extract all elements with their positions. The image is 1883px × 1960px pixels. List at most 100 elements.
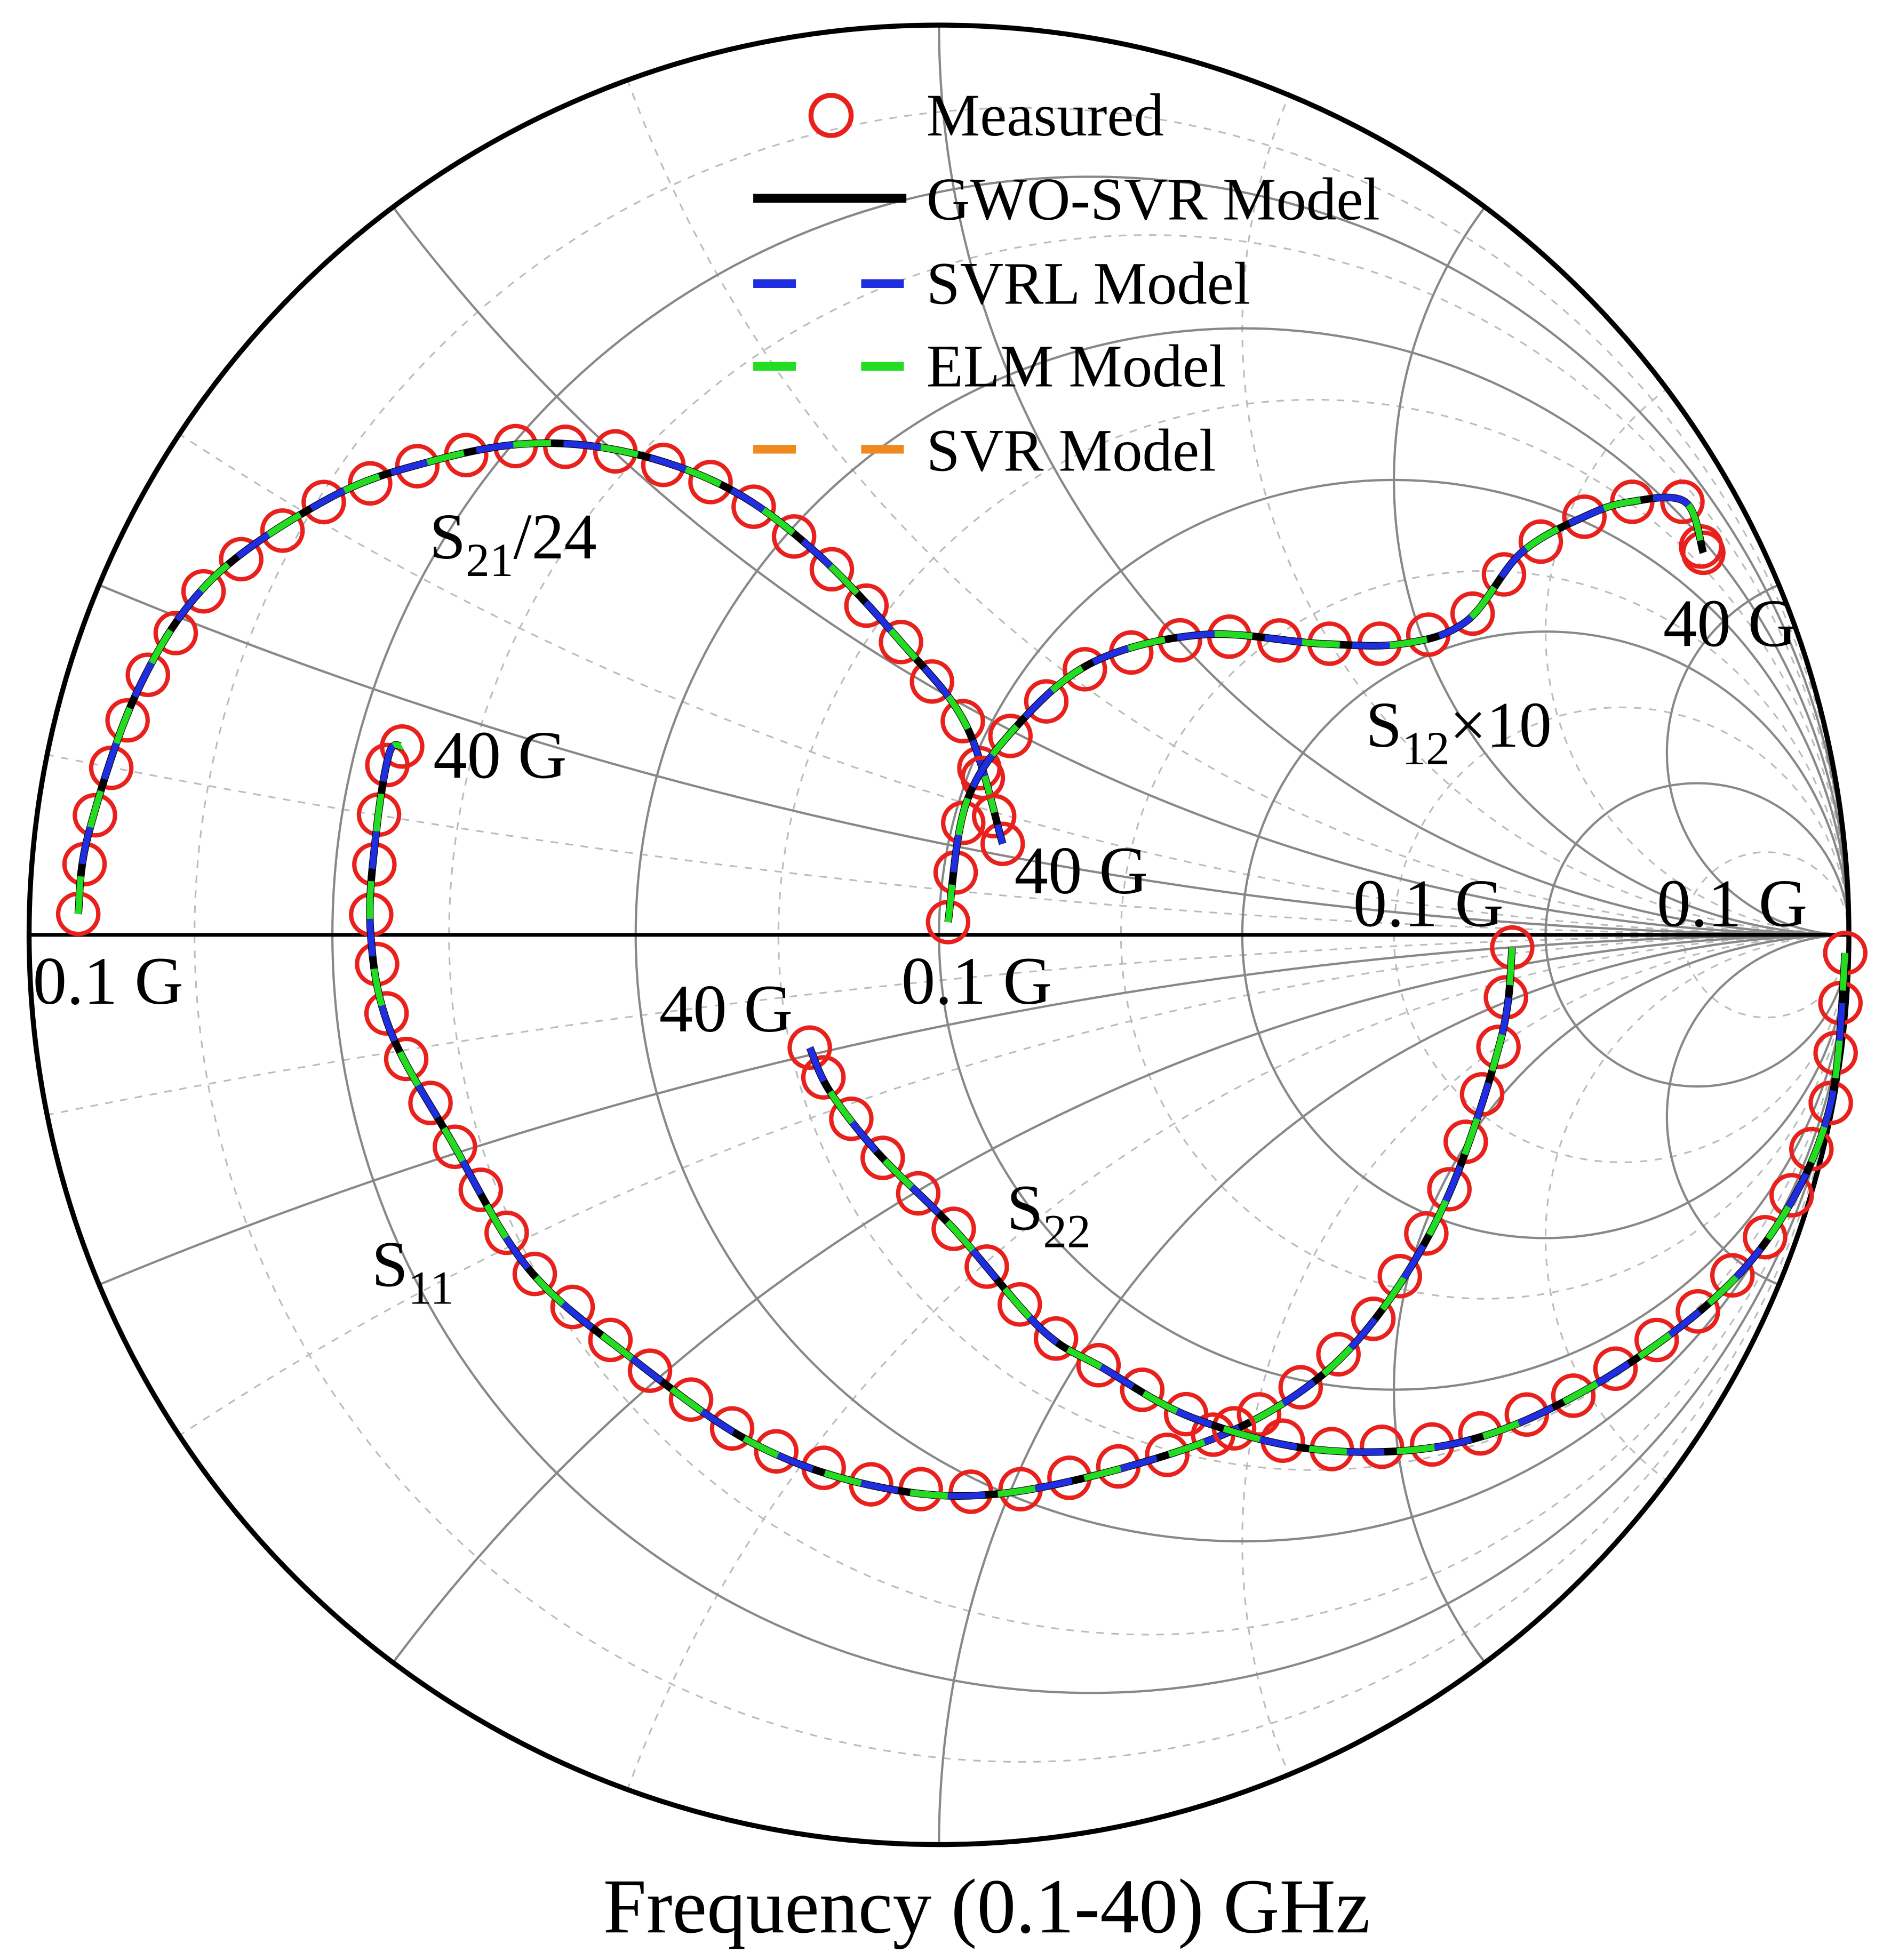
measured-marker [1033,1316,1079,1361]
resistance-circle [194,107,1849,1763]
measured-marker [433,1124,477,1169]
measured-marker [348,461,393,506]
measured-marker [1351,1296,1396,1341]
measured-marker [384,1036,429,1082]
measured-marker [1808,1081,1853,1125]
measured-marker [931,1206,976,1251]
series-s2124 [55,423,1025,937]
measured-marker [829,1096,874,1141]
measured-marker [771,514,817,559]
measured-marker [550,1284,595,1330]
measured-marker [1551,1373,1596,1418]
measured-marker [801,1055,846,1100]
measured-marker [1427,1167,1472,1212]
reactance-arc [938,25,1849,936]
measured-marker [1145,1433,1190,1477]
measured-marker [896,1171,941,1216]
measured-marker [1236,1392,1282,1437]
measured-marker [395,444,440,489]
reactance-arc [1665,933,1849,1286]
measured-marker [219,537,264,582]
s11-end-label: 40 G [433,718,567,793]
measured-marker [1743,1214,1788,1260]
measured-marker [731,484,776,529]
s12-start-label: 0.1 G [901,944,1052,1019]
measured-marker [364,991,409,1036]
legend-label-gwo-svr: GWO-SVR Model [927,166,1380,233]
legend: Measured GWO-SVR Model SVRL Model ELM Mo… [753,82,1380,484]
measured-marker [458,1167,504,1212]
measured-marker [1476,1025,1521,1069]
measured-marker [588,1317,633,1363]
reactance-arc [98,933,1849,1286]
s21-end-label: 40 G [1014,834,1148,908]
svrl-line [807,953,1849,1455]
measured-marker [1278,1365,1323,1410]
measured-marker [754,1429,799,1474]
series-s22 [787,931,1868,1471]
measured-marker [988,714,1033,758]
s21-start-label: 0.1 G [33,944,183,1019]
measured-marker [105,698,150,743]
series-label-s11: S11 [372,1229,454,1315]
measured-marker [668,1377,714,1422]
elm-line [945,494,1706,923]
svrl-line [366,741,1515,1499]
measured-marker [512,1251,557,1297]
measured-marker [1120,1367,1165,1412]
measured-marker [1359,1424,1405,1469]
measured-marker [844,583,889,628]
measured-marker [879,620,923,665]
measured-marker [1481,552,1527,597]
measured-marker [1450,591,1495,636]
series-s12x10 [925,479,1726,945]
reactance-arc [47,934,1849,1116]
measured-marker [1316,1332,1361,1377]
measured-marker [1163,1391,1209,1437]
measured-marker [1675,1289,1720,1334]
reactance-arc [392,206,1849,936]
measured-marker [73,793,117,838]
measured-marker [688,460,733,505]
measured-marker [1518,519,1563,564]
legend-label-svr: SVR Model [927,417,1216,484]
legend-label-svrl: SVRL Model [927,250,1251,317]
measured-marker [1681,530,1726,575]
measured-marker [1660,479,1705,524]
measured-marker [960,755,1006,801]
reactance-arc [1544,388,1849,936]
measured-marker [980,821,1025,866]
series-label-s21: S21/24 [429,501,597,587]
reactance-arc [179,433,1849,936]
resistance-circle [777,398,1849,1471]
measured-marker [260,508,305,553]
measured-marker [1377,1254,1423,1299]
measured-marker [909,659,954,704]
measured-marker [1769,1173,1814,1218]
measured-marker [1634,1317,1679,1363]
reactance-arc [179,934,1849,1437]
measured-marker [1062,647,1107,692]
reactance-arc [1393,206,1849,936]
legend-marker-measured [808,93,854,138]
data-curves [55,423,1868,1514]
series-label-s22: S22 [1007,1172,1090,1258]
measured-marker [940,699,985,743]
elm-line [75,440,1006,915]
x-axis-label: Frequency (0.1-40) GHz [603,1863,1370,1949]
measured-marker [964,1244,1009,1289]
measured-marker [380,724,425,769]
s22-end-label: 40 G [659,972,793,1046]
measured-marker [809,547,855,592]
measured-marker [1076,1342,1121,1388]
series-s11 [349,724,1535,1514]
measured-marker [125,652,170,698]
measured-marker [301,479,346,525]
measured-marker [787,1025,832,1070]
measured-marker [627,1348,673,1393]
measured-marker [153,611,198,655]
series-label-s12: S12×10 [1366,689,1552,775]
measured-marker [1593,1346,1638,1391]
measured-marker [709,1406,755,1451]
